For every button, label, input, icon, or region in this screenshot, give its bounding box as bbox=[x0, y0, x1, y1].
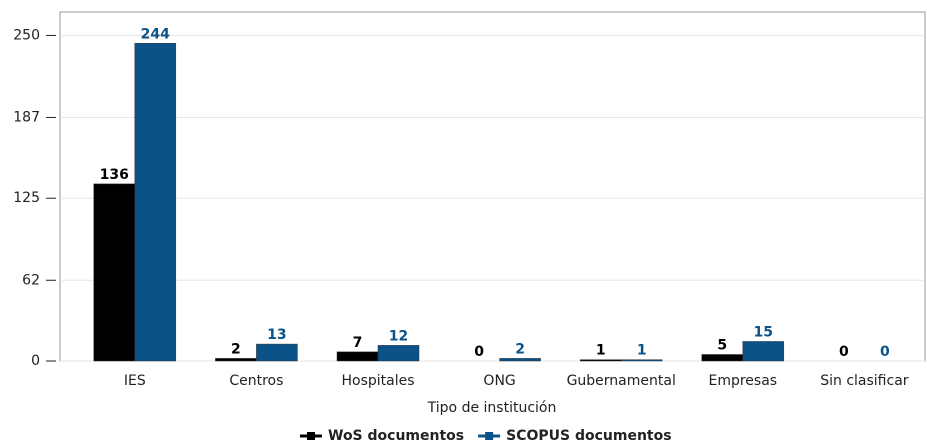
y-tick-label: 125 bbox=[13, 190, 40, 206]
bar bbox=[620, 359, 663, 362]
value-label: 0 bbox=[880, 344, 890, 360]
x-axis-title: Tipo de institución bbox=[427, 400, 557, 416]
legend-label: WoS documentos bbox=[328, 428, 464, 444]
bar bbox=[377, 345, 420, 362]
bar bbox=[215, 358, 257, 362]
value-label: 0 bbox=[839, 344, 849, 360]
y-tick-label: 62 bbox=[22, 272, 40, 288]
value-label: 12 bbox=[389, 328, 408, 344]
value-label: 5 bbox=[717, 337, 727, 353]
value-label: 136 bbox=[100, 167, 129, 183]
x-tick-label: ONG bbox=[483, 373, 515, 389]
value-label: 1 bbox=[596, 343, 606, 359]
value-label: 15 bbox=[754, 324, 773, 340]
plot-frame bbox=[59, 11, 926, 362]
x-tick-label: Gubernamental bbox=[567, 373, 676, 389]
value-label: 1 bbox=[637, 343, 647, 359]
x-tick-label: Centros bbox=[229, 373, 283, 389]
x-tick-label: Empresas bbox=[708, 373, 777, 389]
legend-swatch-marker bbox=[485, 432, 494, 440]
value-label: 7 bbox=[353, 335, 363, 351]
bar bbox=[499, 358, 541, 362]
x-tick-label: IES bbox=[124, 373, 146, 389]
value-label: 244 bbox=[141, 26, 170, 42]
bar bbox=[742, 341, 785, 362]
bar bbox=[336, 351, 379, 362]
value-label: 2 bbox=[231, 341, 241, 357]
x-tick-label: Sin clasificar bbox=[820, 373, 909, 389]
y-tick-label: 0 bbox=[31, 353, 40, 369]
bar bbox=[93, 183, 136, 362]
bar bbox=[579, 359, 622, 362]
bar bbox=[134, 43, 177, 362]
legend-label: SCOPUS documentos bbox=[506, 428, 671, 444]
x-tick-label: Hospitales bbox=[341, 373, 414, 389]
bar bbox=[701, 354, 744, 362]
y-tick-label: 250 bbox=[13, 27, 40, 43]
bar bbox=[256, 343, 298, 362]
legend-swatch-marker bbox=[307, 432, 315, 440]
value-label: 13 bbox=[267, 327, 286, 343]
value-label: 0 bbox=[474, 344, 484, 360]
value-label: 2 bbox=[515, 341, 525, 357]
y-tick-label: 187 bbox=[13, 109, 40, 125]
